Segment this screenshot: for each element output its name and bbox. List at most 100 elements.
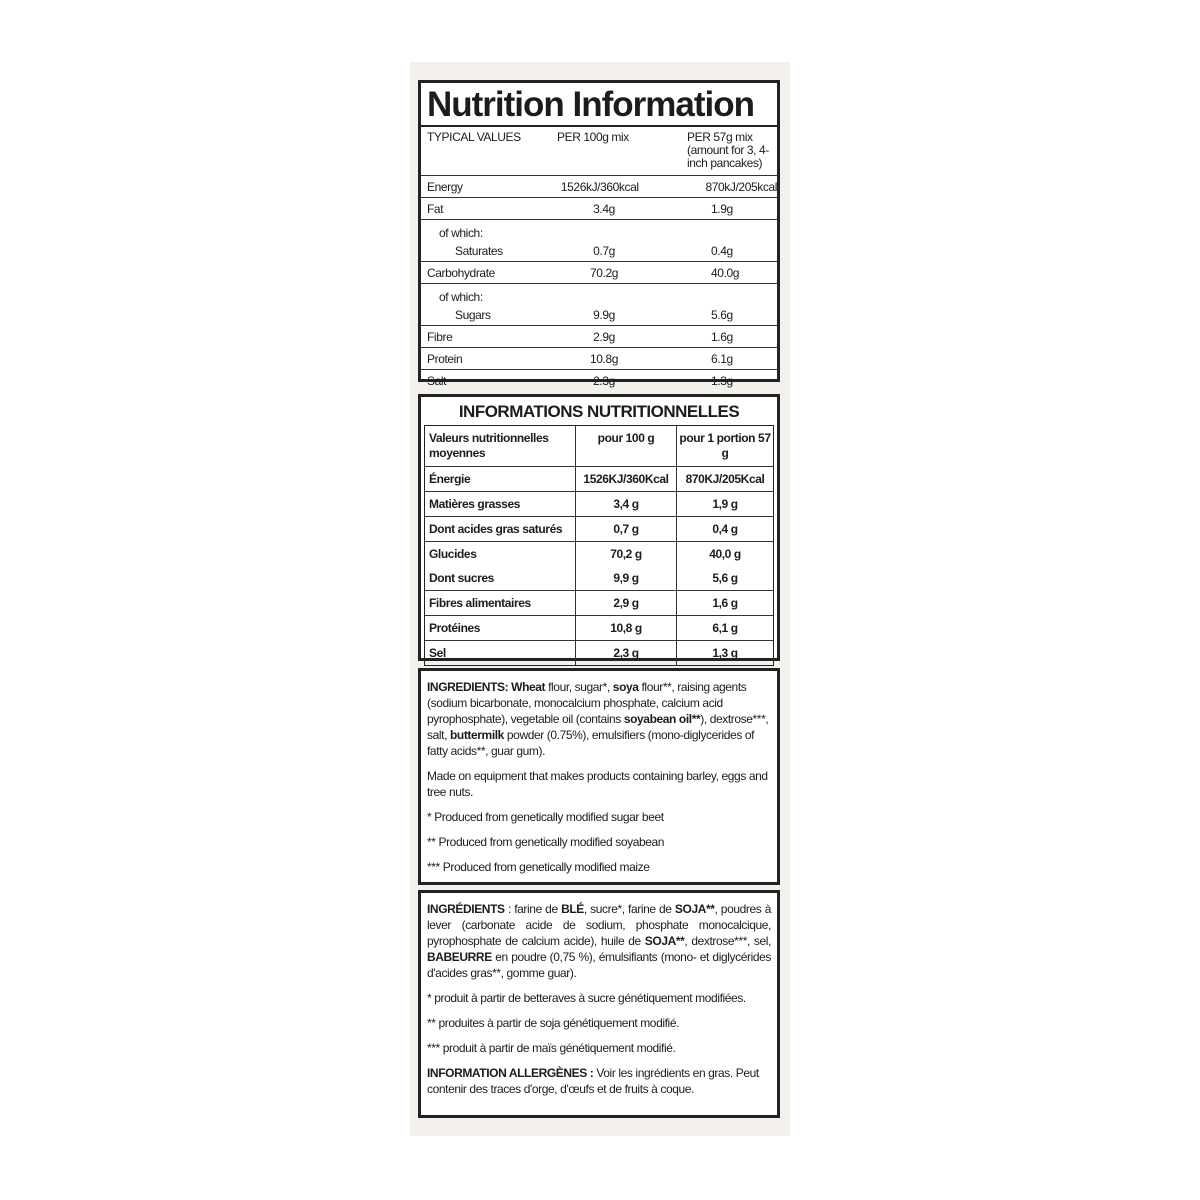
text-run: INFORMATION ALLERGÈNES : [427, 1066, 594, 1080]
value: 10,8 g [576, 616, 677, 640]
row-label: Salt [421, 374, 549, 388]
header-cell: PER 100g mix [557, 130, 629, 144]
text-run: Made on equipment that makes products co… [427, 769, 768, 799]
value: 2,3 g [576, 641, 677, 665]
value: 3,4 g [576, 492, 677, 516]
row: Sel 2,3 g 1,3 g [425, 641, 773, 665]
paragraph: *** Produced from genetically modified m… [427, 859, 771, 875]
header-cell: pour 100 g [576, 426, 677, 466]
value: 40.0g [711, 266, 740, 280]
row: Energy 1526kJ/360kcal 870kJ/205kcal [421, 176, 777, 198]
text-run: flour**, raising agents (sodium bicarbon… [427, 680, 747, 726]
header-row: Valeurs nutritionnelles moyennes pour 100… [425, 426, 773, 467]
text-run: ** produites à partir de soja génétiquem… [427, 1016, 680, 1030]
paragraph: * Produced from genetically modified sug… [427, 809, 771, 825]
row: of which: Sugars 9.9g 5.6g [421, 284, 777, 326]
ingredients-fr: INGRÉDIENTS : farine de BLÉ, sucre*, far… [418, 890, 780, 1118]
value: 1.3g [711, 374, 733, 388]
text-run: soya [612, 680, 639, 694]
value: 1,9 g [712, 497, 738, 511]
text-run: buttermilk [449, 728, 504, 742]
row: Dont acides gras saturés 0,7 g 0,4 g [425, 517, 773, 542]
title: INFORMATIONS NUTRITIONNELLES [458, 402, 740, 421]
value: 870kJ/205kcal [705, 180, 777, 194]
row-label: Dont sucres [425, 566, 576, 590]
row: of which: Saturates 0.7g 0.4g [421, 220, 777, 262]
text-run: Voir les ingrédients en gras. Peut conte… [427, 1066, 759, 1096]
value: 0,4 g [712, 522, 738, 536]
value: 1526kJ/360kcal [560, 180, 639, 194]
row-label: Protein [421, 352, 549, 366]
text-run: *** produit à partir de maïs génétiqueme… [427, 1041, 676, 1055]
value: 9,9 g [576, 566, 677, 590]
header-cell: TYPICAL VALUES [427, 130, 521, 144]
text-run: , sucre*, farine de [583, 902, 675, 916]
row-label: Matières grasses [425, 492, 576, 516]
row: Dont sucres 9,9 g 5,6 g [425, 566, 773, 591]
nutrition-table-en: Nutrition Information TYPICAL VALUES PER 1… [418, 80, 780, 388]
row-name: Protein [427, 352, 463, 366]
ingredients-en: INGREDIENTS: Wheat flour, sugar*, soya f… [418, 668, 780, 885]
row: Salt 2.3g 1.3g [421, 370, 777, 391]
row: Carbohydrate 70.2g 40.0g [421, 262, 777, 284]
text-run: , poudres à lever (carbonate acide de so… [427, 902, 771, 948]
row-name: Energy [427, 180, 463, 194]
header-cell: Valeurs nutritionnelles moyennes [425, 426, 576, 466]
value: 70,2 g [576, 542, 677, 566]
text-run: BLÉ [561, 902, 584, 916]
row-label: Carbohydrate [421, 266, 549, 280]
value: 0.7g [593, 244, 615, 258]
text-run: Wheat [511, 680, 546, 694]
row: Glucides 70,2 g 40,0 g [425, 542, 773, 566]
row-label: Fibres alimentaires [425, 591, 576, 615]
header-row: TYPICAL VALUES PER 100g mix PER 57g mix (a… [421, 127, 777, 176]
value: 10.8g [589, 352, 619, 366]
text-run: powder (0.75%), emulsifiers (mono-diglyc… [427, 728, 755, 758]
row-label: Fibre [421, 330, 549, 344]
text-run: BABEURRE [427, 950, 492, 964]
value: 2.3g [593, 374, 615, 388]
value: 3.4g [593, 202, 615, 216]
row-prefix: of which: [439, 226, 483, 240]
text-run: , dextrose***, sel, [684, 934, 771, 948]
row-label: Fat [421, 202, 549, 216]
text-run: en poudre (0,75 %), émulsifiants (mono- … [427, 950, 771, 980]
row: Fat 3.4g 1.9g [421, 198, 777, 220]
row: Protein 10.8g 6.1g [421, 348, 777, 370]
row-name: Carbohydrate [427, 266, 495, 280]
row-label: Sel [425, 641, 576, 665]
value: 6.1g [711, 352, 733, 366]
row-label: of which: Saturates [421, 226, 549, 258]
row-label: Glucides [425, 542, 576, 566]
value: 40,0 g [709, 547, 741, 561]
value: 9.9g [593, 308, 615, 322]
value: 0,7 g [576, 517, 677, 541]
value: 2,9 g [576, 591, 677, 615]
text-run: *** Produced from genetically modified m… [427, 860, 650, 874]
row-label: Energy [421, 180, 546, 194]
row-name: Saturates [455, 244, 503, 258]
row-label: of which: Sugars [421, 290, 549, 322]
paragraph: Made on equipment that makes products co… [427, 768, 771, 800]
value: 1.9g [711, 202, 733, 216]
text-run: : farine de [504, 902, 562, 916]
value: 5.6g [711, 308, 733, 322]
title: Nutrition Information [421, 83, 777, 127]
value: 870KJ/205Kcal [685, 472, 765, 486]
value: 6,1 g [712, 621, 738, 635]
text-run: ** Produced from genetically modified so… [427, 835, 665, 849]
text-run: ), dextrose***, salt, [427, 712, 769, 742]
paragraph: * produit à partir de betteraves à sucre… [427, 990, 771, 1006]
value: 5,6 g [712, 571, 738, 585]
text-run: flour, sugar*, [545, 680, 613, 694]
row-label: Protéines [425, 616, 576, 640]
paragraph: ** Produced from genetically modified so… [427, 834, 771, 850]
row-label: Énergie [425, 467, 576, 491]
text-run: INGREDIENTS: [427, 680, 512, 694]
row: Fibres alimentaires 2,9 g 1,6 g [425, 591, 773, 616]
row: Protéines 10,8 g 6,1 g [425, 616, 773, 641]
value: 1.6g [711, 330, 733, 344]
text-run: soyabean oil** [623, 712, 701, 726]
text-run: * Produced from genetically modified sug… [427, 810, 664, 824]
row-name: Sugars [455, 308, 491, 322]
